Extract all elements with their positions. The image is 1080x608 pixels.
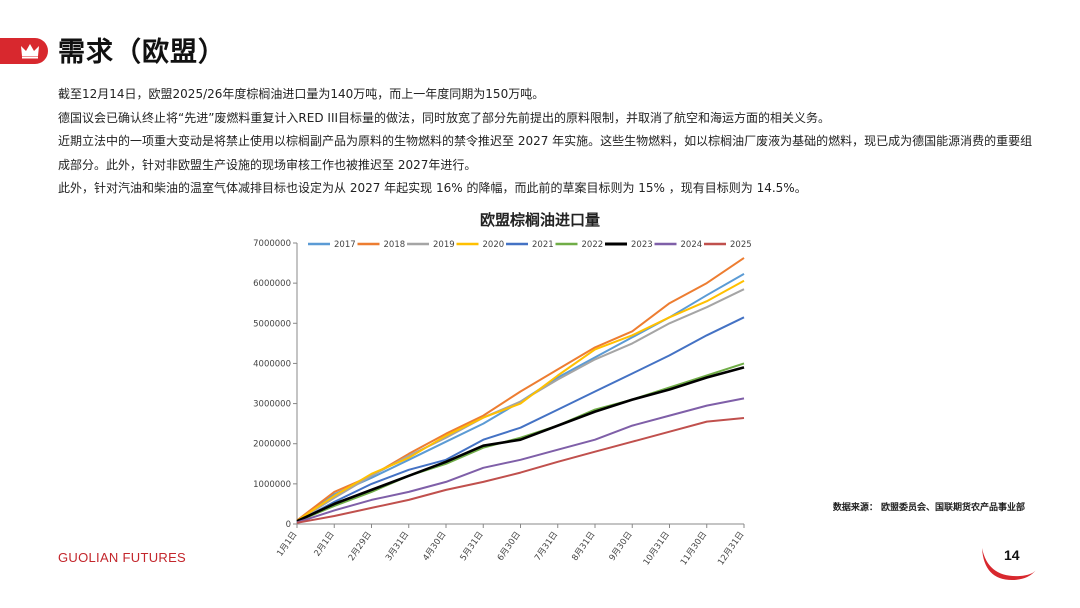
brand-name: GUOLIAN FUTURES	[58, 550, 187, 565]
x-tick-label: 9月30日	[607, 530, 634, 563]
x-tick-label: 10月31日	[642, 530, 672, 567]
y-tick-label: 2000000	[253, 440, 291, 450]
y-tick-label: 3000000	[253, 400, 291, 410]
paragraph-2: 德国议会已确认终止将“先进”废燃料重复计入RED III目标量的做法，同时放宽了…	[58, 110, 831, 125]
series-line-2025	[296, 417, 745, 524]
x-tick-label: 2月29日	[347, 530, 374, 563]
paragraph-1: 截至12月14日，欧盟2025/26年度棕榈油进口量为140万吨，而上一年度同期…	[58, 87, 545, 101]
legend-label-2021: 2021	[532, 240, 554, 250]
legend-label-2018: 2018	[384, 240, 406, 250]
series-line-2023	[296, 366, 745, 523]
x-tick-label: 11月30日	[679, 530, 709, 567]
page-header: 需求（欧盟）	[0, 30, 1080, 70]
x-tick-label: 2月1日	[313, 530, 337, 559]
paragraph-4: 此外，针对汽油和柴油的温室气体减排目标也设定为从 2027 年起实现 16% 的…	[58, 181, 807, 195]
series-line-2022	[296, 362, 745, 523]
series-line-2021	[296, 316, 745, 523]
chart-title: 欧盟棕榈油进口量	[479, 211, 600, 229]
y-tick-label: 5000000	[253, 319, 291, 329]
legend-label-2017: 2017	[334, 240, 356, 250]
x-tick-label: 5月31日	[458, 530, 485, 563]
corner-arc-decoration	[982, 548, 1036, 580]
legend-label-2024: 2024	[681, 240, 703, 250]
x-tick-label: 6月30日	[496, 530, 523, 563]
legend-label-2023: 2023	[631, 240, 653, 250]
y-tick-label: 7000000	[253, 239, 291, 249]
legend-label-2022: 2022	[582, 240, 604, 250]
y-tick-label: 1000000	[253, 480, 291, 490]
x-tick-label: 12月31日	[716, 530, 746, 567]
x-tick-label: 1月1日	[275, 530, 299, 559]
page-title: 需求（欧盟）	[58, 37, 226, 68]
y-tick-label: 4000000	[253, 359, 291, 369]
series-line-2019	[296, 288, 745, 523]
crown-logo-tab	[0, 38, 48, 64]
body-text: 截至12月14日，欧盟2025/26年度棕榈油进口量为140万吨，而上一年度同期…	[58, 83, 1043, 201]
series-line-2017	[296, 273, 745, 523]
x-tick-label: 4月30日	[421, 530, 448, 563]
legend-label-2019: 2019	[433, 240, 455, 250]
y-tick-label: 0	[286, 520, 291, 530]
y-tick-label: 6000000	[253, 279, 291, 289]
series-line-2020	[296, 279, 745, 522]
crown-icon	[21, 44, 39, 59]
legend-label-2025: 2025	[730, 240, 752, 250]
data-source: 数据来源： 欧盟委员会、国联期货农产品事业部	[832, 503, 1025, 513]
x-tick-label: 7月31日	[533, 530, 560, 563]
page-number: 14	[1004, 547, 1020, 563]
paragraph-3: 近期立法中的一项重大变动是将禁止使用以棕榈副产品为原料的生物燃料的禁令推迟至 2…	[58, 134, 1033, 172]
x-tick-label: 3月31日	[384, 530, 411, 563]
legend-label-2020: 2020	[483, 240, 505, 250]
x-tick-label: 8月31日	[570, 530, 597, 563]
series-line-2024	[296, 397, 745, 524]
